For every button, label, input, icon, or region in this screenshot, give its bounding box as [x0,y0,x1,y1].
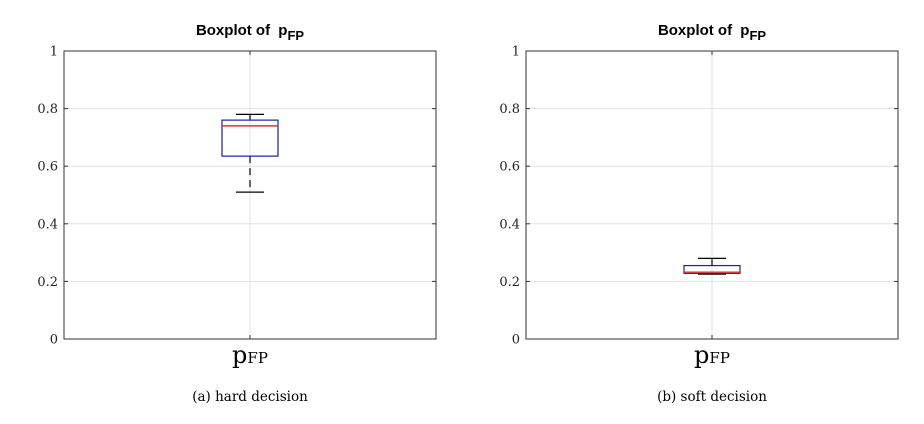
subfigure-caption: (b) soft decision [657,389,767,405]
y-tick-label: 0 [512,333,520,348]
y-tick-label: 0.2 [37,275,58,290]
y-tick-label: 1 [50,45,58,60]
chart-title: Boxplot of pFP [196,22,304,43]
y-tick-label: 0.4 [499,217,520,232]
y-tick-label: 0.4 [37,217,58,232]
y-tick-label: 0.6 [499,160,520,175]
y-tick-label: 0.8 [37,102,58,117]
boxplot-panel-1: 0 0.2 0.4 0.6 0.8 1 Boxplot of pFP pFP (a) hard … [37,22,437,405]
iqr-box [683,264,741,274]
category-label: pFP [694,341,730,369]
y-tick-label: 0.6 [37,160,58,175]
iqr-box [221,119,279,157]
y-tick-label: 0.8 [499,102,520,117]
subfigure-caption: (a) hard decision [192,389,308,405]
category-label: pFP [232,341,268,369]
y-tick-label: 0 [50,333,58,348]
y-tick-label: 0.2 [499,275,520,290]
boxplot-panel-2: 0 0.2 0.4 0.6 0.8 1 Boxplot of pFP pFP (b) soft … [499,22,899,405]
y-tick-label: 1 [512,45,520,60]
chart-title: Boxplot of pFP [658,22,766,43]
